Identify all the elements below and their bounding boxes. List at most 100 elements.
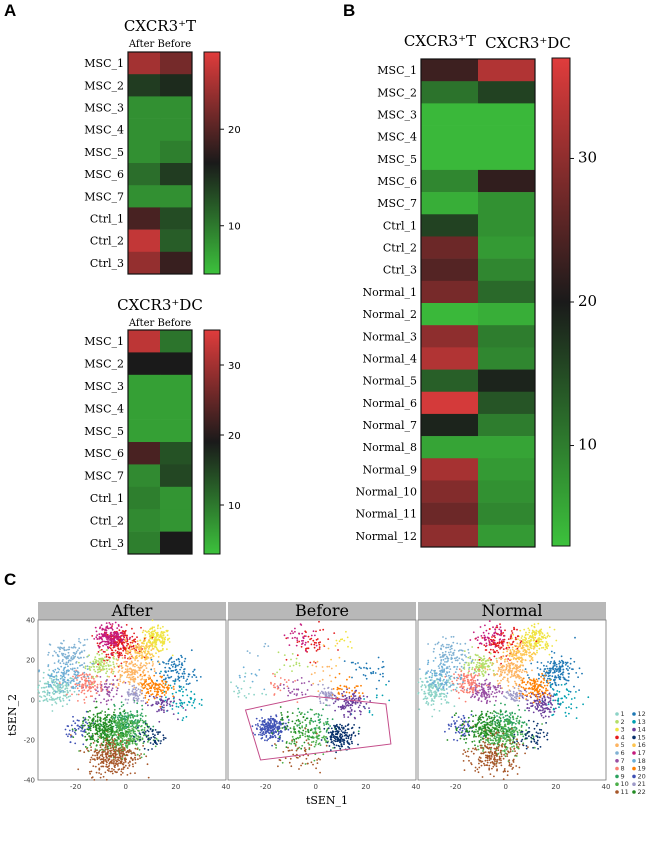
- row-label: Ctrl_3: [90, 257, 124, 270]
- scatter-point: [185, 715, 188, 718]
- scatter-point: [65, 733, 68, 736]
- heatmap-a2-subtitle: After Before: [128, 318, 191, 329]
- scatter-point: [156, 627, 159, 630]
- scatter-point: [375, 687, 378, 690]
- scatter-point: [186, 678, 189, 681]
- scatter-point: [53, 671, 56, 673]
- scatter-point: [238, 674, 241, 677]
- scatter-point: [151, 653, 153, 656]
- scatter-point: [120, 640, 123, 643]
- scatter-point: [535, 632, 538, 635]
- scatter-point: [158, 710, 160, 712]
- scatter-point: [495, 643, 497, 645]
- scatter-point: [376, 694, 378, 697]
- scatter-point: [170, 664, 173, 666]
- scatter-point: [134, 659, 137, 661]
- scatter-point: [317, 737, 320, 740]
- scatter-point: [104, 685, 107, 688]
- scatter-point: [163, 637, 166, 640]
- scatter-point: [480, 671, 483, 673]
- scatter-point: [74, 733, 77, 735]
- scatter-point: [344, 695, 346, 697]
- scatter-point: [57, 646, 59, 649]
- scatter-point: [100, 735, 102, 738]
- scatter-point: [149, 738, 152, 741]
- scatter-point: [185, 688, 188, 691]
- scatter-point: [254, 733, 256, 736]
- scatter-point: [108, 686, 110, 688]
- scatter-point: [315, 740, 318, 742]
- scatter-point: [317, 641, 320, 644]
- scatter-point: [183, 672, 186, 675]
- scatter-point: [309, 661, 312, 664]
- scatter-point: [278, 736, 281, 738]
- scatter-point: [279, 706, 282, 708]
- scatter-point: [104, 749, 107, 751]
- scatter-point: [523, 639, 525, 641]
- scatter-point: [298, 724, 300, 726]
- scatter-point: [154, 629, 156, 632]
- scatter-point: [287, 690, 290, 692]
- scatter-point: [283, 654, 286, 656]
- scatter-point: [274, 736, 277, 739]
- scatter-point: [295, 688, 298, 691]
- scatter-point: [500, 679, 502, 682]
- facet-title: After: [111, 601, 153, 620]
- scatter-point: [310, 761, 313, 764]
- scatter-point: [269, 720, 272, 722]
- scatter-point: [103, 659, 105, 662]
- scatter-point: [132, 692, 135, 694]
- scatter-point: [322, 644, 325, 647]
- scatter-point: [159, 672, 161, 675]
- scatter-point: [541, 641, 544, 643]
- scatter-point: [288, 644, 291, 646]
- scatter-point: [354, 701, 357, 704]
- scatter-point: [113, 658, 115, 660]
- scatter-point: [120, 631, 122, 634]
- scatter-point: [337, 744, 340, 747]
- scatter-point: [151, 680, 154, 683]
- scatter-point: [107, 640, 110, 643]
- scatter-point: [98, 694, 101, 696]
- scatter-point: [431, 686, 433, 689]
- scatter-point: [74, 677, 76, 679]
- heatmap-cell: [128, 509, 161, 532]
- scatter-point: [92, 660, 95, 663]
- scatter-point: [236, 687, 239, 689]
- scatter-point: [135, 725, 138, 728]
- scatter-point: [331, 740, 333, 743]
- scatter-point: [322, 708, 324, 711]
- scatter-point: [264, 725, 266, 728]
- scatter-point: [187, 673, 190, 676]
- scatter-point: [480, 657, 483, 660]
- heatmap-cell: [421, 59, 479, 82]
- scatter-point: [144, 694, 147, 697]
- scatter-point: [113, 765, 116, 767]
- scatter-point: [107, 708, 110, 710]
- scatter-point: [145, 680, 147, 683]
- scatter-point: [165, 677, 167, 680]
- scatter-point: [163, 690, 166, 693]
- scatter-point: [151, 684, 154, 687]
- scatter-point: [49, 675, 52, 678]
- scatter-point: [439, 695, 442, 698]
- scatter-point: [48, 643, 51, 646]
- heatmap-cell: [128, 251, 161, 275]
- scatter-point: [114, 748, 117, 751]
- scatter-point: [65, 656, 68, 659]
- scatter-point: [147, 734, 150, 737]
- scatter-point: [161, 639, 164, 641]
- scatter-point: [121, 714, 123, 717]
- scatter-point: [91, 738, 93, 741]
- scatter-point: [319, 758, 321, 761]
- scatter-point: [319, 744, 322, 746]
- scatter-point: [134, 740, 137, 743]
- scatter-point: [353, 724, 355, 726]
- scatter-point: [141, 708, 144, 711]
- scatter-point: [301, 632, 304, 635]
- scatter-point: [274, 724, 276, 727]
- scatter-point: [330, 680, 333, 683]
- scatter-point: [542, 637, 545, 639]
- scatter-point: [199, 676, 202, 678]
